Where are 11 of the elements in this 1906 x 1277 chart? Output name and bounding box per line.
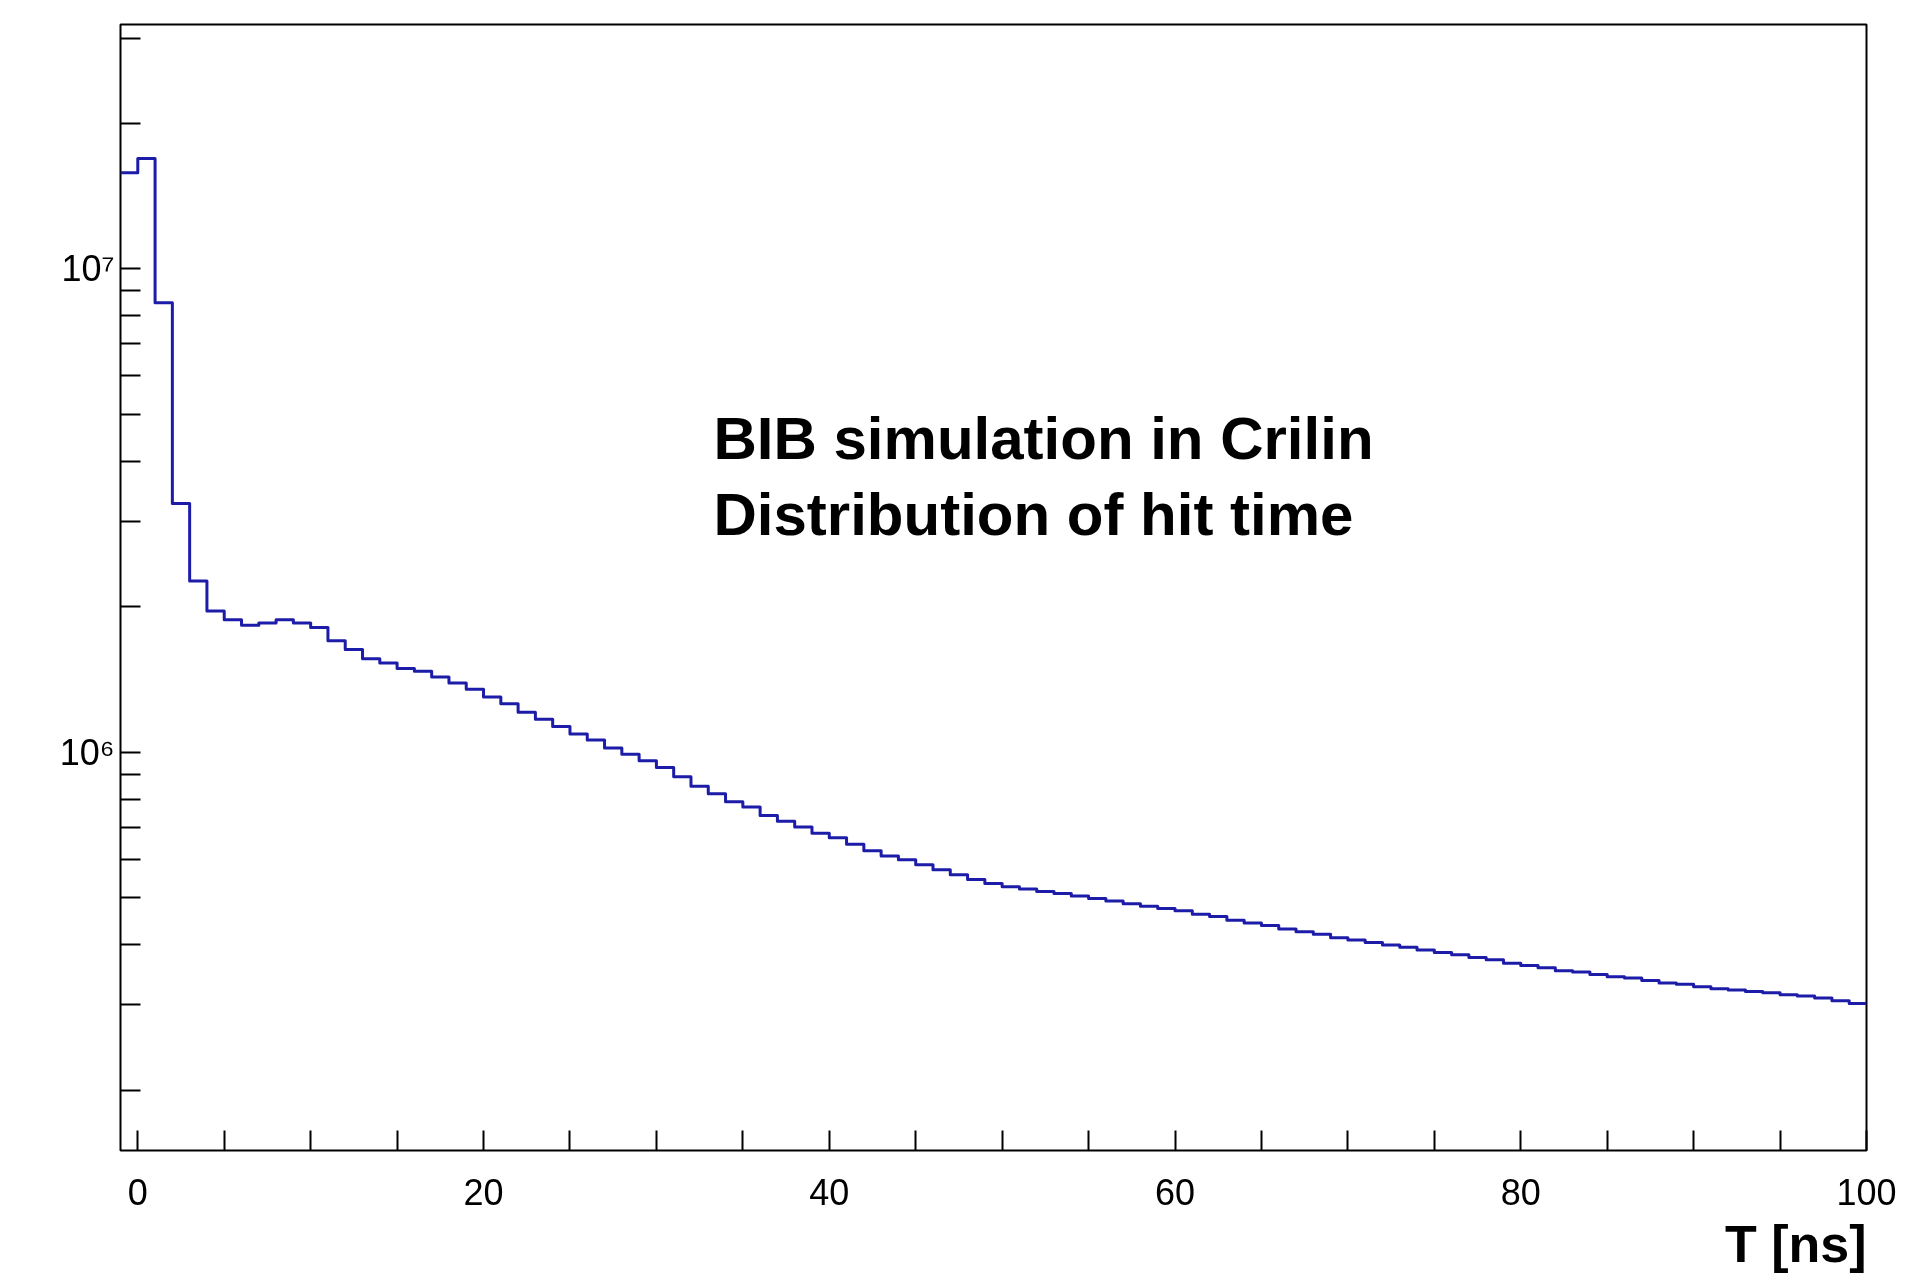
- x-axis-title: T [ns]: [1724, 1214, 1867, 1273]
- annotation: BIB simulation in Crilin: [713, 405, 1374, 472]
- x-tick-label: 0: [127, 1171, 148, 1213]
- y-tick-label: 10⁷: [61, 248, 115, 290]
- x-tick-label: 80: [1500, 1171, 1541, 1213]
- x-tick-label: 40: [809, 1171, 850, 1213]
- x-tick-label: 20: [463, 1171, 504, 1213]
- x-tick-label: 60: [1154, 1171, 1196, 1213]
- y-tick-label: 10⁶: [59, 731, 115, 773]
- x-tick-label: 100: [1836, 1171, 1897, 1213]
- annotation: Distribution of hit time: [713, 481, 1354, 548]
